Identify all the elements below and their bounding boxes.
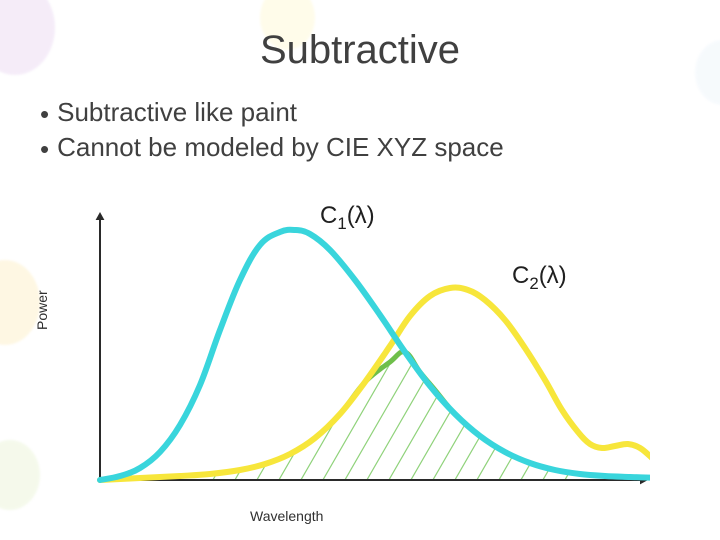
bullet-marker: • bbox=[40, 131, 49, 166]
c2-label-base: C bbox=[512, 262, 529, 289]
subtractive-chart bbox=[60, 190, 650, 510]
curve-c2-label: C2(λ) bbox=[512, 262, 567, 294]
bullet-marker: • bbox=[40, 96, 49, 131]
bullet-list: • Subtractive like paint • Cannot be mod… bbox=[40, 96, 690, 165]
x-axis-label: Wavelength bbox=[250, 508, 323, 524]
bullet-item: • Subtractive like paint bbox=[40, 96, 690, 131]
bullet-item: • Cannot be modeled by CIE XYZ space bbox=[40, 131, 690, 166]
curve-c1-label: C1(λ) bbox=[320, 202, 375, 234]
c2-label-sub: 2 bbox=[529, 274, 538, 293]
chart-container: C1(λ) C2(λ) bbox=[60, 190, 650, 510]
slide-title: Subtractive bbox=[0, 28, 720, 73]
bullet-text: Cannot be modeled by CIE XYZ space bbox=[57, 131, 504, 164]
c1-label-sub: 1 bbox=[337, 214, 346, 233]
bullet-text: Subtractive like paint bbox=[57, 96, 297, 129]
balloon-decor bbox=[0, 440, 40, 510]
slide-title-text: Subtractive bbox=[260, 28, 460, 72]
c1-label-base: C bbox=[320, 202, 337, 229]
c1-label-suffix: (λ) bbox=[347, 202, 375, 229]
y-axis-label: Power bbox=[34, 290, 50, 330]
c2-label-suffix: (λ) bbox=[539, 262, 567, 289]
